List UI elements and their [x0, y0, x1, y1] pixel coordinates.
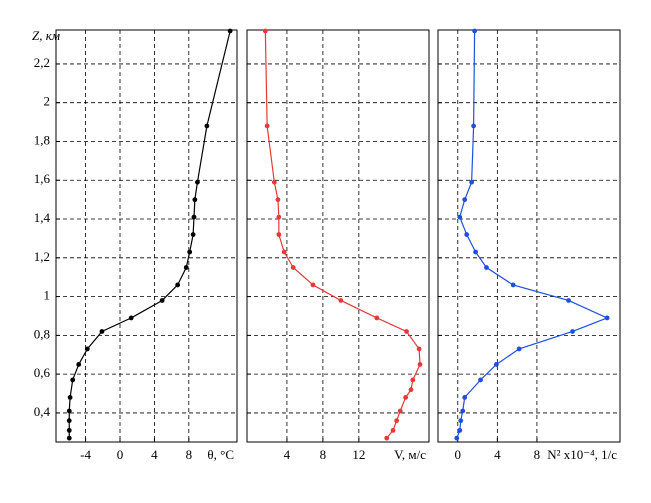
data-point	[310, 282, 316, 288]
data-point	[416, 346, 422, 352]
data-point	[175, 282, 181, 288]
data-point	[84, 346, 90, 352]
data-point	[276, 232, 282, 237]
y-tick-label: 0,8	[34, 326, 50, 341]
data-point	[159, 298, 165, 303]
data-point	[570, 329, 575, 334]
data-point	[464, 232, 470, 237]
data-point	[374, 315, 380, 321]
data-point	[76, 362, 82, 367]
data-point	[473, 249, 478, 255]
profile-line	[456, 30, 609, 439]
y-tick-label: 1,4	[34, 210, 51, 225]
data-point	[394, 418, 400, 424]
panel-frame	[246, 29, 430, 443]
x-axis-label: V, м/с	[394, 447, 426, 462]
data-point	[404, 329, 409, 334]
data-point	[510, 282, 516, 288]
data-point	[128, 315, 134, 321]
profile-line	[264, 30, 421, 439]
profile-line	[68, 30, 231, 439]
data-point	[493, 362, 499, 367]
data-point	[67, 395, 73, 400]
data-point	[271, 179, 277, 185]
y-tick-label: 1,6	[34, 171, 51, 186]
data-point	[516, 346, 522, 352]
data-point	[66, 408, 72, 414]
data-point	[66, 435, 72, 441]
data-point	[390, 427, 396, 433]
data-point	[191, 214, 197, 220]
x-tick-label: 4	[494, 447, 501, 462]
data-point	[408, 387, 414, 393]
x-tick-label: 12	[352, 447, 365, 462]
data-point	[454, 435, 460, 441]
y-tick-label: 1,2	[34, 249, 50, 264]
data-point	[262, 28, 268, 34]
x-tick-label: 8	[320, 447, 327, 462]
data-point	[604, 315, 610, 321]
data-point	[187, 249, 193, 255]
data-point	[460, 408, 466, 414]
x-tick-label: 4	[151, 447, 158, 462]
y-tick-label: 1,8	[34, 132, 50, 147]
data-point	[281, 249, 287, 255]
panel-frame	[437, 29, 621, 443]
data-point	[457, 214, 463, 220]
x-tick-label: 4	[284, 447, 291, 462]
data-point	[417, 362, 423, 367]
x-tick-label: 0	[455, 447, 462, 462]
panel-frame	[55, 29, 238, 443]
data-point	[458, 418, 464, 424]
data-point	[275, 197, 281, 203]
data-point	[566, 298, 571, 303]
data-point	[338, 298, 344, 303]
data-point	[478, 377, 483, 383]
data-point	[183, 265, 189, 270]
x-axis-label: N² x10⁻⁴, 1/с	[547, 447, 617, 462]
data-point	[397, 408, 403, 414]
data-point	[472, 28, 477, 34]
data-point	[484, 265, 489, 270]
data-point	[190, 232, 196, 237]
y-tick-label: 2,2	[34, 55, 50, 70]
data-point	[227, 28, 233, 34]
data-point	[264, 123, 270, 129]
data-point	[70, 377, 76, 383]
data-point	[469, 179, 475, 185]
y-axis-label: Z, км	[32, 28, 60, 43]
data-point	[410, 377, 416, 383]
x-tick-label: -4	[80, 447, 91, 462]
data-point	[66, 427, 72, 433]
data-point	[276, 214, 282, 220]
y-tick-label: 0,4	[34, 404, 51, 419]
data-point	[457, 427, 463, 433]
data-point	[462, 395, 468, 400]
x-tick-label: 8	[534, 447, 541, 462]
data-point	[290, 265, 296, 270]
data-point	[403, 395, 409, 400]
y-tick-label: 0,6	[34, 365, 51, 380]
data-point	[99, 329, 105, 334]
data-point	[195, 179, 200, 185]
data-point	[384, 435, 390, 441]
data-point	[462, 197, 468, 203]
data-point	[192, 197, 198, 203]
y-tick-label: 2	[44, 94, 51, 109]
x-tick-label: 0	[117, 447, 124, 462]
y-tick-label: 1	[44, 288, 51, 303]
x-tick-label: 8	[186, 447, 193, 462]
x-axis-label: θ, °C	[207, 447, 234, 462]
data-point	[66, 418, 72, 424]
data-point	[204, 123, 210, 129]
data-point	[471, 123, 477, 129]
